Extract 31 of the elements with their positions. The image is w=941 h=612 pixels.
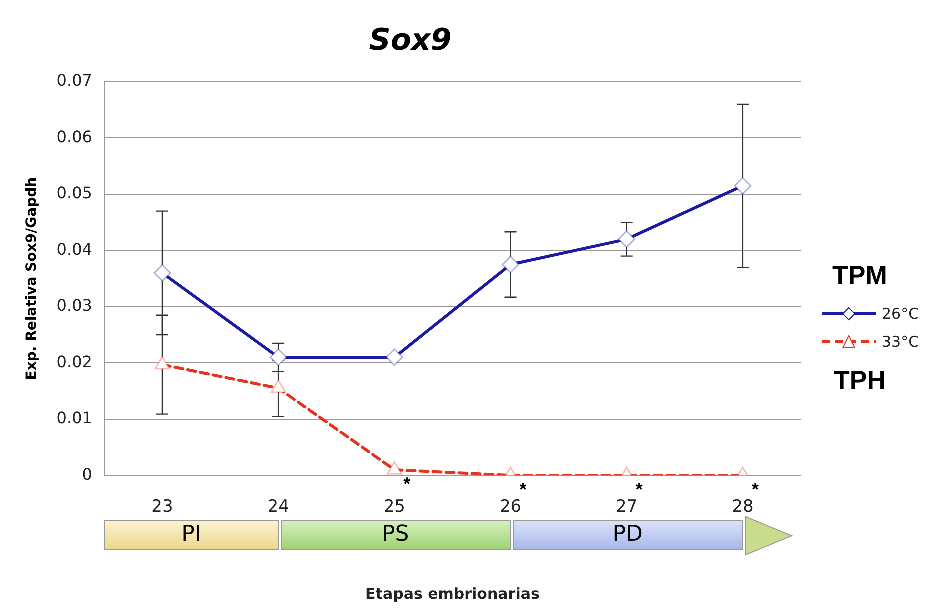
annotation: * [520, 480, 527, 500]
x-tick-label: 27 [616, 497, 638, 518]
legend-label: 26°C [882, 305, 920, 323]
point [154, 356, 170, 370]
point [502, 256, 520, 274]
y-tick-label: 0.01 [56, 408, 92, 428]
x-tick-label: 26 [500, 497, 522, 518]
x-tick-label: 28 [732, 497, 754, 518]
x-tick-label: 23 [152, 497, 174, 518]
y-tick-label: 0.03 [56, 296, 92, 316]
x-tick-label: 25 [384, 497, 406, 518]
chart-title: Sox9 [369, 22, 452, 58]
point [270, 380, 286, 394]
text: TPH [833, 365, 887, 396]
y-tick-label: 0.05 [56, 184, 92, 203]
y-axis-title: Exp. Relativa Sox9/Gapdh [24, 177, 40, 380]
x-axis-title: Etapas embrionarias [366, 584, 540, 603]
legend-label: 33°C [882, 333, 920, 351]
y-tick-label: 0.06 [56, 127, 92, 146]
annotation: * [636, 480, 643, 500]
legend-title: TPM [832, 260, 888, 291]
point [618, 230, 636, 248]
annotation: * [404, 474, 411, 494]
y-tick-label: 0 [82, 464, 92, 484]
y-tick-label: 0.04 [56, 240, 92, 259]
y-tick-label: 0.02 [56, 352, 92, 372]
x-tick-label: 24 [268, 497, 290, 518]
annotation: * [752, 480, 759, 500]
point [734, 177, 752, 195]
y-tick-label: 0.07 [56, 71, 92, 90]
point [154, 264, 172, 282]
